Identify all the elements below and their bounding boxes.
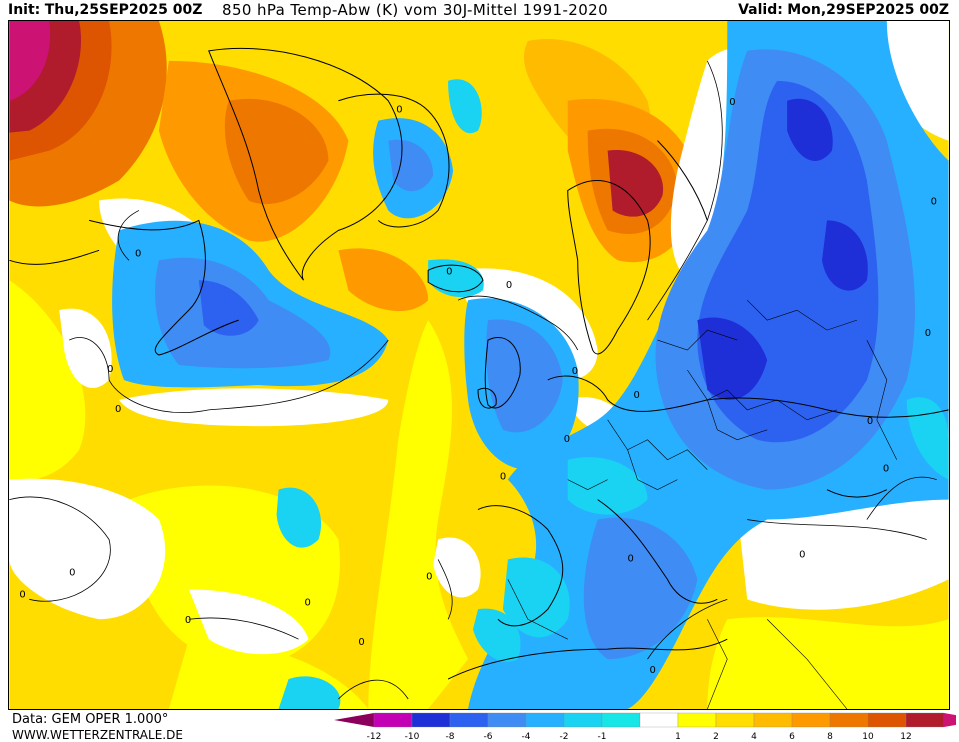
legend-tick-label: -4 [522,732,531,740]
legend-color-swatch [449,712,489,728]
legend-color-swatch [867,712,907,728]
legend-color-swatch [601,712,641,728]
contour-label: 0 [931,196,937,207]
legend-color-swatch [753,712,793,728]
coastlines [9,47,949,680]
legend-tick-label: 1 [675,732,681,740]
legend-tick-label: 8 [827,732,833,740]
contour-label: 0 [426,571,432,582]
contour-label: 0 [650,665,656,676]
legend-tick-label: 10 [862,732,874,740]
legend-tick-label: -12 [367,732,382,740]
contour-label: 0 [628,553,634,564]
contour-label: 0 [500,472,506,483]
data-source: Data: GEM OPER 1.000° [12,712,169,727]
contour-label: 0 [883,464,889,475]
legend-color-swatch [677,712,717,728]
contour-label: 0 [358,637,364,648]
contour-label: 0 [69,567,75,578]
legend-color-swatch [639,712,679,728]
country-borders [507,299,898,709]
legend-color-swatch [715,712,755,728]
legend-tick-label: -8 [446,732,455,740]
legend-color-swatch [411,712,451,728]
contour-label: 0 [396,105,402,116]
map-header: Init: Thu,25SEP2025 00Z 850 hPa Temp-Abw… [0,0,959,20]
contour-label: 0 [925,328,931,339]
website-credit: WWW.WETTERZENTRALE.DE [12,728,183,742]
valid-label: Valid: [738,2,783,18]
contour-label: 0 [305,597,311,608]
contour-label: 0 [446,266,452,277]
contour-label: 0 [867,416,873,427]
init-value: Thu,25SEP2025 00Z [44,2,203,18]
contour-labels: 0 0 0 0 0 0 0 0 0 0 0 0 0 0 0 0 0 0 0 0 … [19,97,937,676]
valid-time: Valid: Mon,29SEP2025 00Z [738,0,949,20]
legend-tick-label: 12 [900,732,911,740]
legend-tick-label: -6 [484,732,493,740]
map-title: 850 hPa Temp-Abw (K) vom 30J-Mittel 1991… [222,1,609,19]
contour-label: 0 [729,97,735,108]
legend-color-swatch [829,712,869,728]
anomaly-zone-cold [112,21,949,709]
init-time: Init: Thu,25SEP2025 00Z [8,0,202,20]
contour-label: 0 [564,434,570,445]
legend-tick-label: -2 [560,732,569,740]
contour-label: 0 [799,549,805,560]
contour-label: 0 [19,589,25,600]
legend-arrow-left [334,713,374,727]
zero-contours [9,60,937,700]
contour-label: 0 [107,364,113,375]
anomaly-zone-warm [9,21,698,312]
legend-color-swatch [791,712,831,728]
legend-color-swatch [905,712,945,728]
legend-color-swatch [373,712,413,728]
valid-value: Mon,29SEP2025 00Z [787,2,949,18]
legend-color-swatch [563,712,603,728]
contour-label: 0 [634,390,640,401]
contour-label: 0 [135,248,141,259]
legend-tick-label: -1 [598,732,607,740]
contour-label: 0 [572,366,578,377]
contour-label: 0 [506,280,512,291]
legend-tick-label: -10 [405,732,420,740]
contour-label: 0 [115,404,121,415]
legend-tick-label: 2 [713,732,719,740]
legend-color-swatch [525,712,565,728]
contour-label: 0 [185,615,191,626]
legend-tick-label: 4 [751,732,757,740]
init-label: Init: [8,2,41,18]
legend-color-swatch [487,712,527,728]
color-scale-legend: -12 -10 -8 -6 -4 -2 -1 1 2 4 6 8 10 12 [334,712,956,740]
temperature-anomaly-map: 0 0 0 0 0 0 0 0 0 0 0 0 0 0 0 0 0 0 0 0 … [8,20,950,710]
legend-arrow-right [944,713,956,727]
legend-tick-label: 6 [789,732,795,740]
